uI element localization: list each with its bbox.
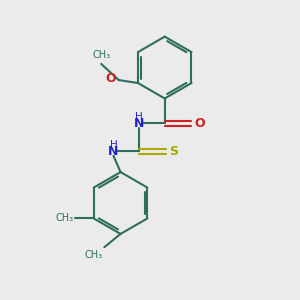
Text: N: N — [108, 145, 119, 158]
Text: CH₃: CH₃ — [92, 50, 110, 60]
Text: N: N — [134, 117, 144, 130]
Text: H: H — [135, 112, 143, 122]
Text: CH₃: CH₃ — [55, 214, 73, 224]
Text: H: H — [110, 140, 117, 150]
Text: S: S — [169, 145, 178, 158]
Text: CH₃: CH₃ — [85, 250, 103, 260]
Text: O: O — [195, 117, 206, 130]
Text: O: O — [106, 72, 116, 85]
